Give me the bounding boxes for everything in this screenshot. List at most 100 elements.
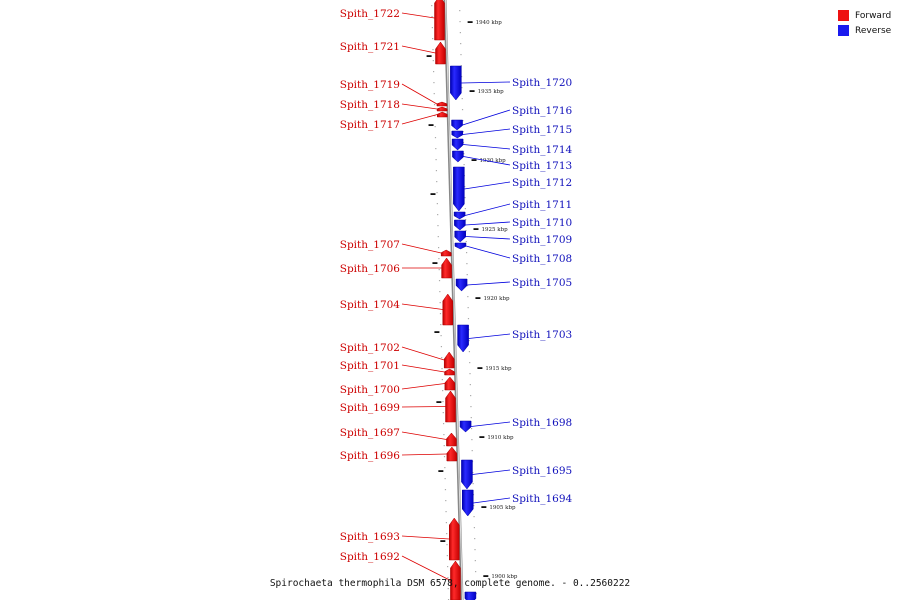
forward-leader-line [401,383,445,390]
track-dot [437,236,439,238]
track-dot [475,571,477,573]
track-dot [445,522,447,524]
forward-leader-line [401,243,442,254]
track-dot [475,593,477,595]
track-dot [447,588,449,590]
track-dot [471,450,473,452]
reverse-leader-line [472,469,511,475]
forward-gene-spith_1692 [450,560,461,600]
track-dot [465,219,467,221]
scale-tick-mark [467,21,473,23]
reverse-gene-label: Spith_1713 [512,160,572,172]
reverse-leader-line [462,109,511,126]
track-dot [446,533,448,535]
forward-gene-spith_1717 [436,111,448,118]
track-dot [465,252,468,254]
reverse-gene-label: Spith_1703 [512,329,572,341]
legend-forward: Forward [838,8,891,23]
scale-minor-tick [426,55,432,57]
track-dot [464,208,466,210]
track-dot [441,379,443,381]
track-dot [435,170,438,172]
track-dot [443,445,445,447]
track-dot [444,489,447,491]
track-dot [439,302,441,304]
track-dot [470,417,472,419]
track-dot [446,555,448,557]
reverse-swatch [838,25,849,36]
track-dot [466,263,468,265]
reverse-leader-line [471,421,511,427]
track-dot [467,318,470,320]
track-dot [470,406,472,408]
scale-minor-tick [440,540,446,542]
forward-gene-label: Spith_1701 [340,360,400,372]
reverse-gene-label: Spith_1709 [512,234,572,246]
forward-gene-label: Spith_1693 [340,531,400,543]
track-dot [441,368,443,370]
track-dot [470,428,473,430]
genome-backbone-highlight [445,0,463,600]
scale-minor-tick [436,401,442,403]
track-dot [474,538,476,540]
reverse-gene-label: Spith_1712 [512,177,572,189]
reverse-gene [453,211,466,220]
scale-minor-tick [438,470,444,472]
genome-caption: Spirochaeta thermophila DSM 6578, comple… [269,578,631,589]
track-dot [431,5,433,7]
forward-leader-line [401,453,447,456]
track-dots [431,5,477,600]
track-dot [432,49,434,51]
track-dot [447,577,449,579]
track-dot [475,582,477,584]
forward-leader-line [401,346,445,361]
track-dot [472,472,474,474]
reverse-leader-line [473,497,511,504]
scale-tick-label: 1930 kbp [480,158,507,164]
track-dot [460,43,462,45]
forward-gene-label: Spith_1721 [340,41,400,53]
track-dot [474,549,476,551]
track-dot [442,412,444,414]
track-dot [439,291,441,293]
reverse-leader-line [467,281,511,286]
track-dot [464,186,466,188]
reverse-gene [464,591,477,600]
reverse-leader-line [461,81,511,84]
reverse-gene [454,230,466,243]
track-dot [444,467,446,469]
track-dot [438,269,440,271]
reverse-gene-label: Spith_1720 [512,77,572,89]
track-dot [470,395,472,397]
reverse-gene-label: Spith_1695 [512,465,572,477]
forward-leader-line [401,114,438,125]
reverse-gene [455,278,468,292]
reverse-gene [459,420,472,433]
scale-minor-tick [428,124,434,126]
forward-gene-spith_1707 [440,249,452,257]
forward-gene-label: Spith_1692 [340,551,400,563]
track-dot [436,181,438,183]
track-dot [462,120,464,122]
track-dot [442,390,444,392]
track-dot [445,500,447,502]
track-dot [432,60,434,62]
reverse-gene [453,166,465,212]
forward-gene-spith_1704 [442,293,454,326]
track-dot [473,527,475,529]
track-dot [464,197,466,199]
scale-tick-mark [475,297,481,299]
forward-leader-line [401,406,446,408]
reverse-leader-line [463,156,511,166]
track-dot [444,478,446,480]
track-dot [440,324,442,326]
legend-reverse: Reverse [838,23,891,38]
forward-gene-spith_1693 [449,517,460,561]
forward-gene-label: Spith_1696 [340,450,401,462]
forward-gene-label: Spith_1717 [340,119,400,131]
track-dot [432,38,434,40]
forward-leader-line [401,364,445,373]
scale-tick-label: 1915 kbp [485,366,512,372]
track-dot [460,65,462,67]
track-dot [433,82,435,84]
